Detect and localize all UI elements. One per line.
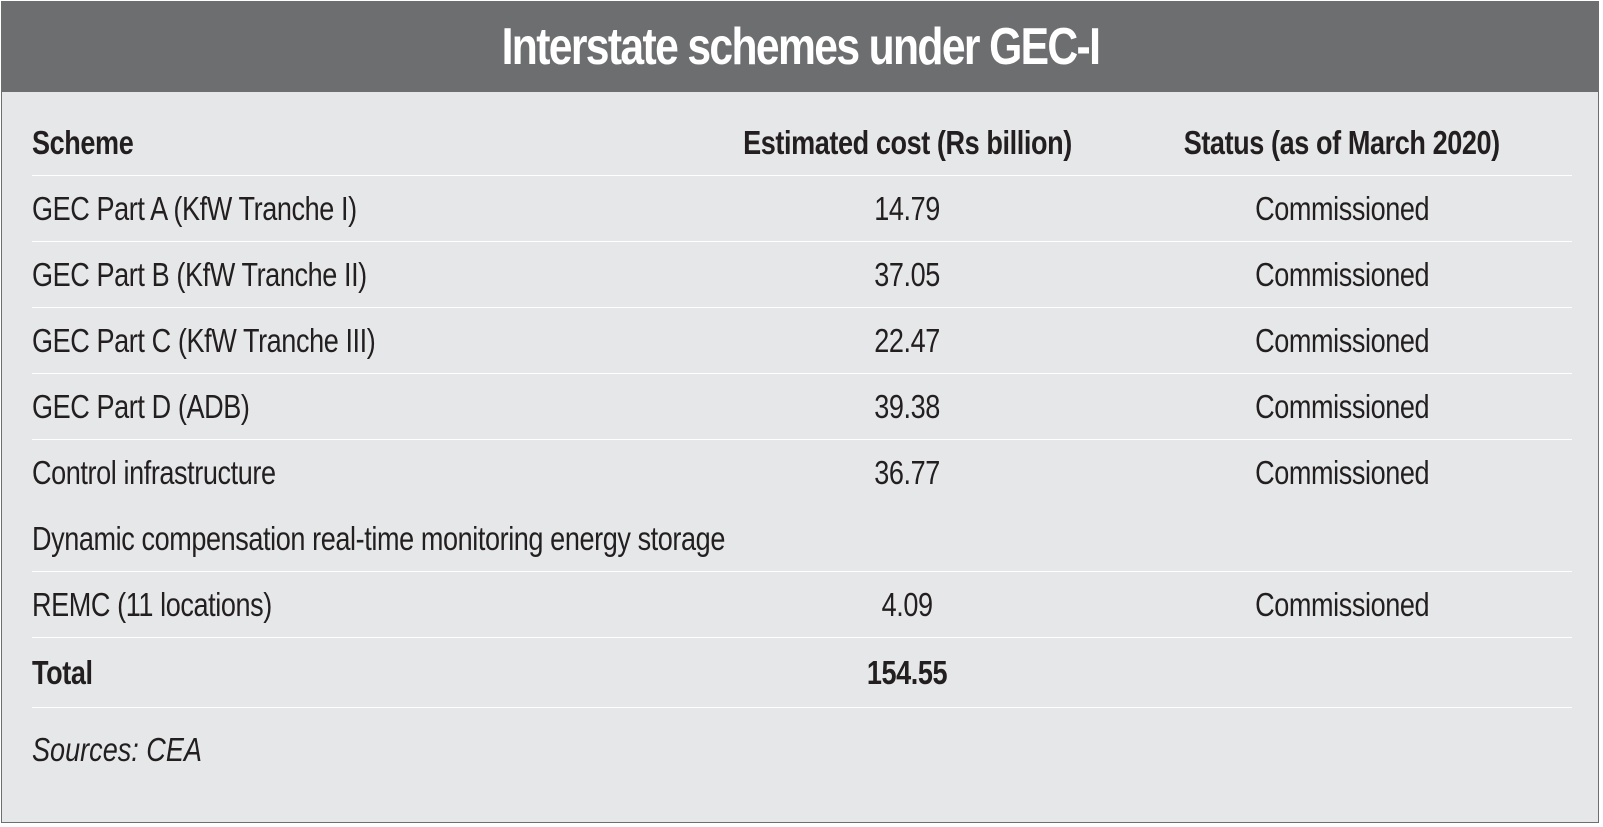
cell-cost: 4.09 (881, 585, 933, 623)
cell-status: Commissioned (1254, 321, 1430, 359)
cell-cost (702, 506, 1112, 571)
table-row: REMC (11 locations) 4.09 Commissioned (32, 572, 1572, 638)
total-cost: 154.55 (866, 653, 948, 691)
cell-status: Commissioned (1254, 585, 1430, 623)
cell-cost: 22.47 (874, 321, 940, 359)
table-row: Control infrastructure 36.77 Commissione… (32, 440, 1572, 506)
header-scheme: Scheme (32, 123, 134, 161)
cell-scheme: REMC (11 locations) (32, 585, 272, 623)
total-label: Total (32, 653, 93, 691)
cell-cost: 37.05 (874, 255, 940, 293)
cell-cost: 36.77 (874, 454, 940, 491)
cell-scheme: Dynamic compensation real-time monitorin… (32, 519, 725, 557)
cell-status: Commissioned (1254, 454, 1430, 491)
cell-scheme: GEC Part B (KfW Tranche II) (32, 255, 367, 293)
cell-cost: 39.38 (874, 387, 940, 425)
total-row: Total 154.55 (32, 638, 1572, 708)
table-row: GEC Part B (KfW Tranche II) 37.05 Commis… (32, 242, 1572, 308)
table-header: Scheme Estimated cost (Rs billion) Statu… (32, 110, 1572, 176)
cell-status: Commissioned (1254, 387, 1430, 425)
cell-status: Commissioned (1254, 255, 1430, 293)
title-bar: Interstate schemes under GEC-I (2, 2, 1598, 92)
cell-status (1132, 506, 1552, 571)
table-row: GEC Part C (KfW Tranche III) 22.47 Commi… (32, 308, 1572, 374)
page-title: Interstate schemes under GEC-I (501, 18, 1100, 76)
cell-cost: 14.79 (874, 189, 940, 227)
cell-scheme: GEC Part D (ADB) (32, 387, 250, 425)
cell-scheme: Control infrastructure (32, 454, 276, 491)
cell-scheme: GEC Part A (KfW Tranche I) (32, 189, 357, 227)
cell-scheme: GEC Part C (KfW Tranche III) (32, 321, 376, 359)
header-status: Status (as of March 2020) (1183, 123, 1501, 161)
table-row: Dynamic compensation real-time monitorin… (32, 506, 1572, 572)
cell-status: Commissioned (1254, 189, 1430, 227)
header-cost: Estimated cost (Rs billion) (742, 123, 1072, 161)
table-row: GEC Part A (KfW Tranche I) 14.79 Commiss… (32, 176, 1572, 242)
source-note: Sources: CEA (32, 731, 202, 768)
table-row: GEC Part D (ADB) 39.38 Commissioned (32, 374, 1572, 440)
